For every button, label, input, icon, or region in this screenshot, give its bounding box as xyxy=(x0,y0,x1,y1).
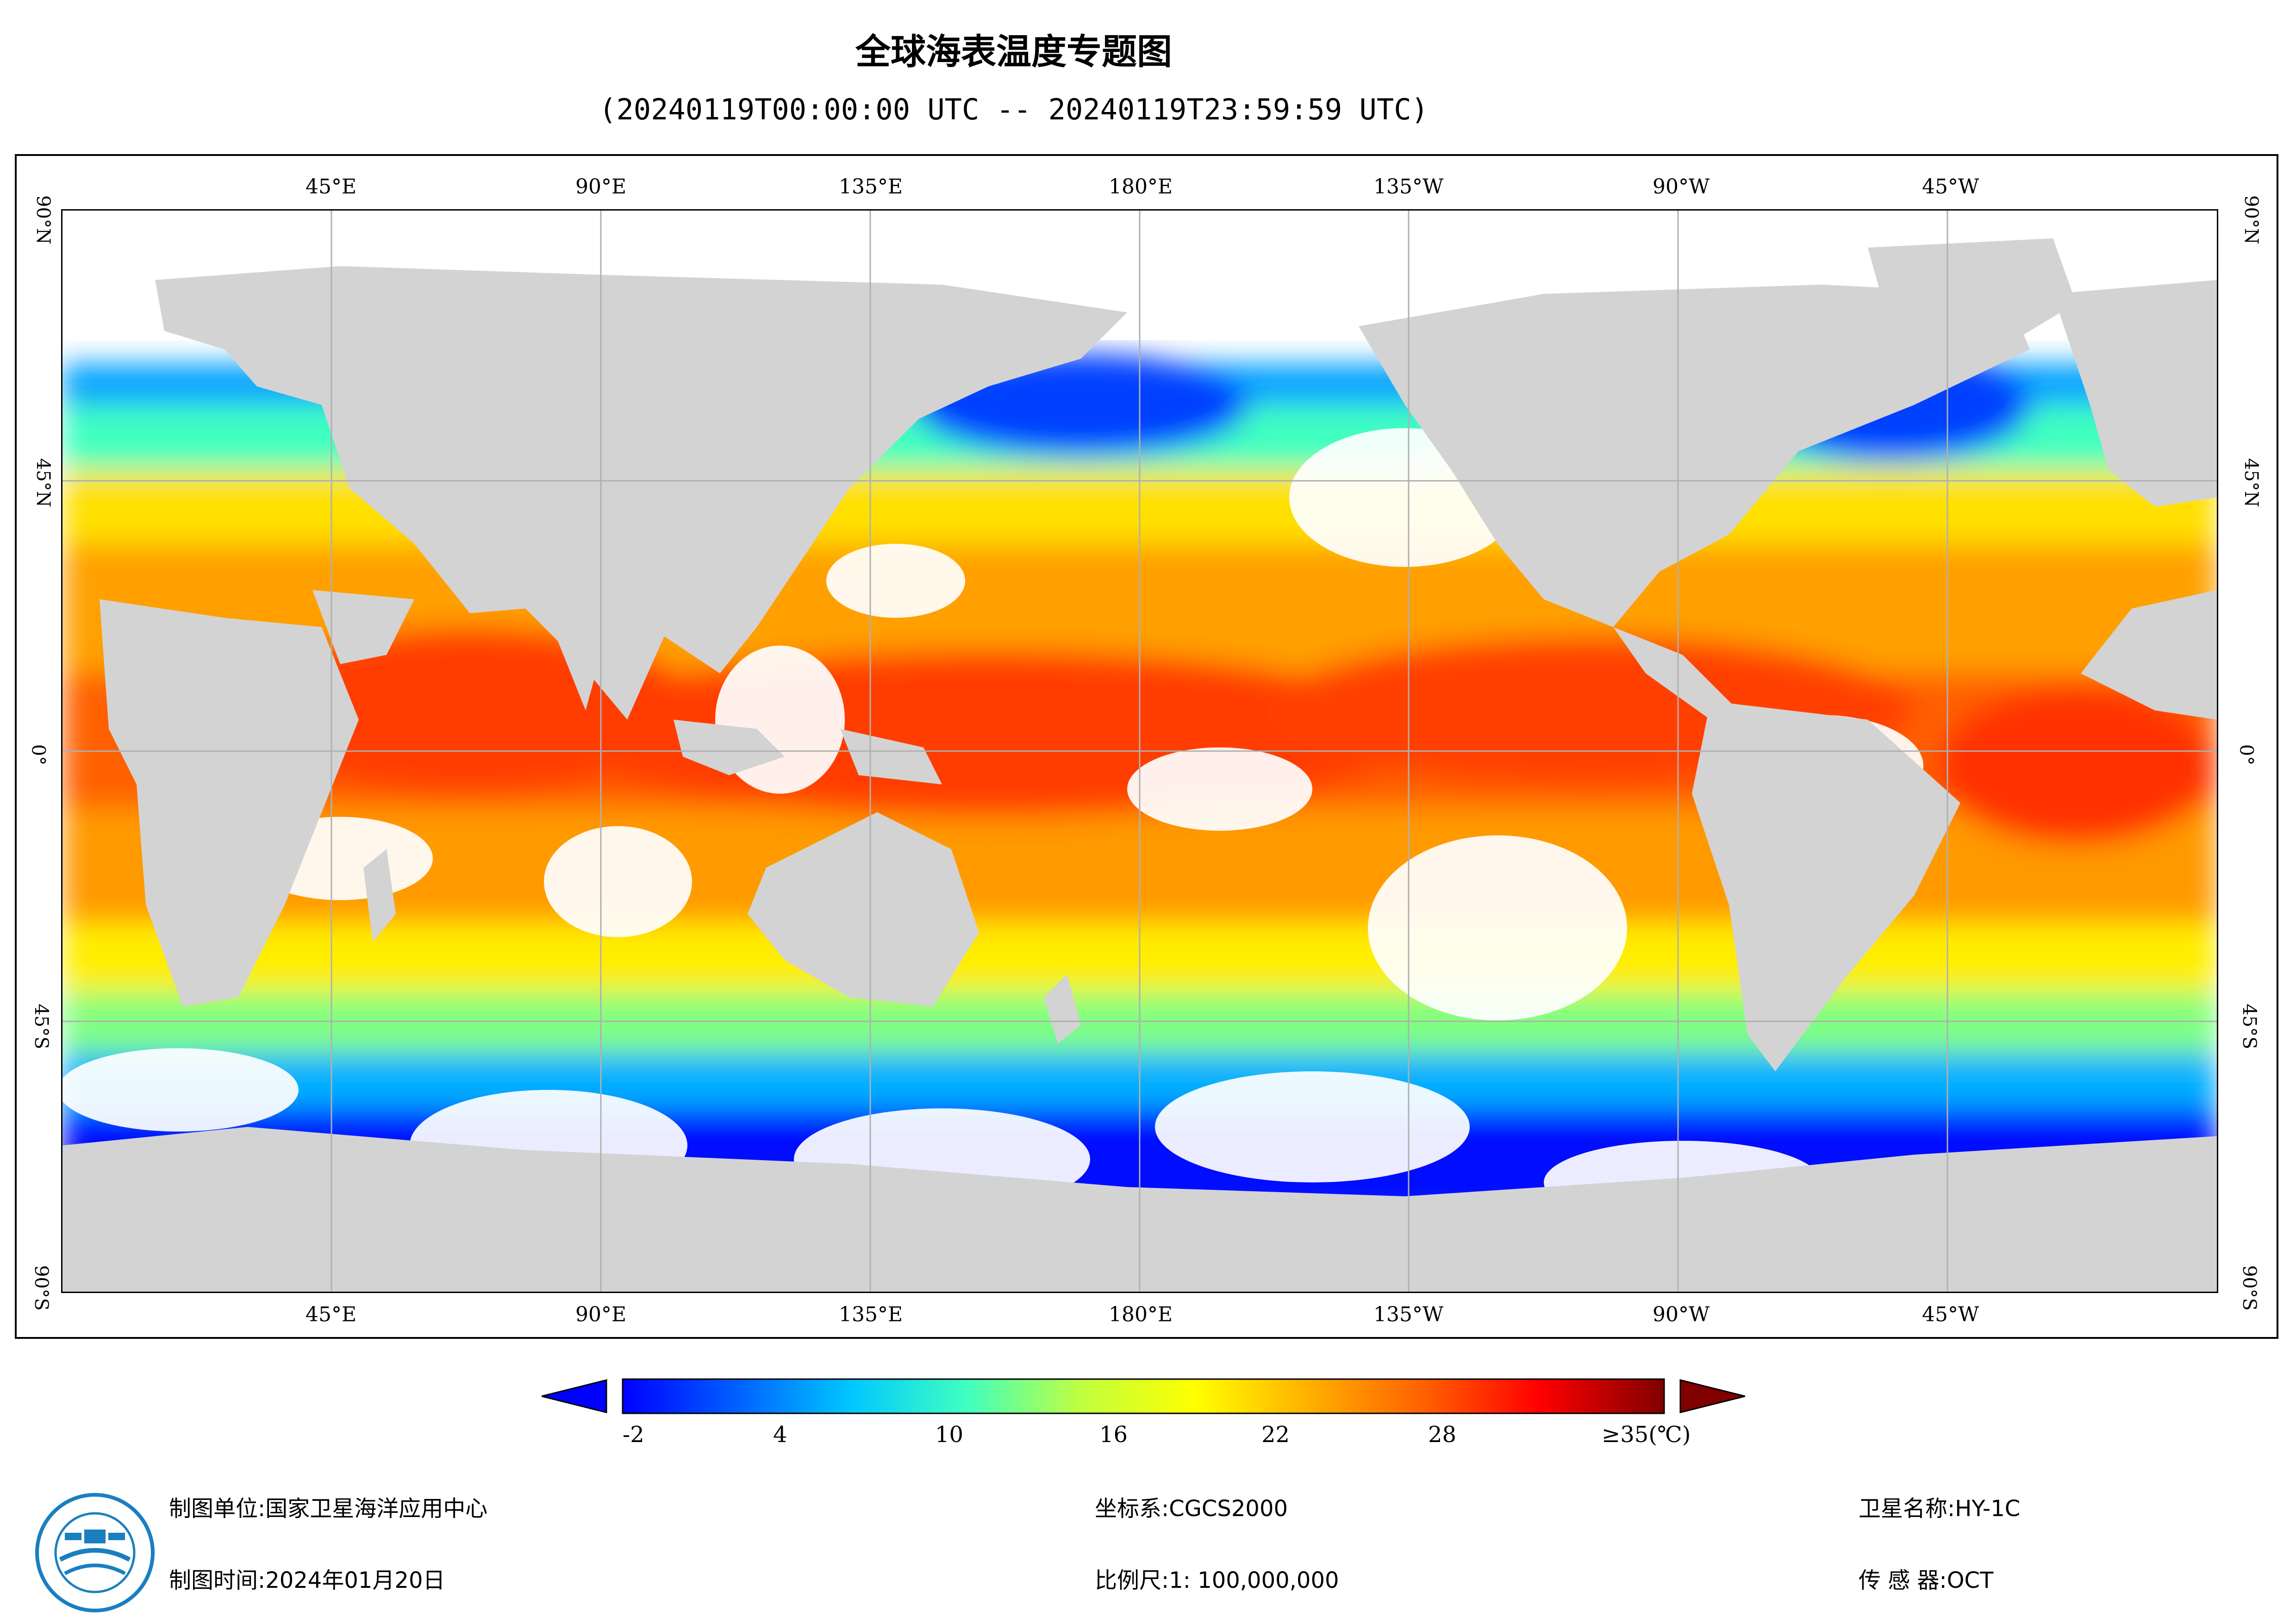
bottom-lon-label: 135°E xyxy=(839,1303,903,1326)
map-title: 全球海表温度专题图 xyxy=(855,31,1172,72)
footer-satellite: 卫星名称:HY-1C xyxy=(1859,1490,2020,1523)
footer-unit: 制图单位:国家卫星海洋应用中心 xyxy=(169,1490,487,1523)
colorbar-max-arrow xyxy=(1679,1379,1745,1413)
footer-crs-value: CGCS2000 xyxy=(1169,1496,1288,1522)
colorbar-tick: 22 xyxy=(1261,1422,1290,1448)
colorbar-tick: 4 xyxy=(773,1422,787,1448)
colorbar-tick: 28 xyxy=(1428,1422,1457,1448)
top-lon-label: 45°W xyxy=(1922,175,1979,199)
footer-scale-label: 比例尺: xyxy=(1095,1567,1169,1593)
bottom-lon-label: 180°E xyxy=(1109,1303,1173,1326)
colorbar-gradient xyxy=(622,1378,1665,1414)
top-lon-label: 90°E xyxy=(575,175,627,199)
footer-sensor-value: OCT xyxy=(1947,1567,1994,1593)
graticule xyxy=(62,211,2217,1292)
colorbar-tick: 16 xyxy=(1099,1422,1128,1448)
footer-time: 制图时间:2024年01月20日 xyxy=(169,1562,445,1594)
top-lon-label: 135°E xyxy=(839,175,903,199)
footer-time-value: 2024年01月20日 xyxy=(265,1567,445,1593)
top-lon-label: 90°W xyxy=(1653,175,1710,199)
bottom-lon-label: 90°E xyxy=(575,1303,627,1326)
nsoas-logo-icon xyxy=(35,1493,155,1612)
top-lon-label: 180°E xyxy=(1109,175,1173,199)
footer-satellite-label: 卫星名称: xyxy=(1859,1496,1955,1522)
footer-unit-value: 国家卫星海洋应用中心 xyxy=(265,1496,488,1522)
map-canvas xyxy=(62,211,2217,1292)
bottom-lon-label: 45°E xyxy=(306,1303,357,1326)
colorbar xyxy=(542,1378,1745,1414)
left-lat-label: 90°S xyxy=(31,1265,52,1311)
top-lon-label: 45°E xyxy=(306,175,357,199)
left-lat-label: 45°S xyxy=(31,1003,52,1050)
bottom-lon-label: 135°W xyxy=(1373,1303,1444,1326)
right-lat-label: 45°S xyxy=(2239,1003,2260,1050)
colorbar-tick: 10 xyxy=(935,1422,964,1448)
top-lon-label: 135°W xyxy=(1373,175,1444,199)
footer-sensor: 传 感 器:OCT xyxy=(1859,1562,1993,1594)
footer-crs: 坐标系:CGCS2000 xyxy=(1095,1490,1288,1523)
time-range-subtitle: (20240119T00:00:00 UTC -- 20240119T23:59… xyxy=(599,93,1429,126)
bottom-lon-label: 90°W xyxy=(1653,1303,1710,1326)
left-lat-label: 0° xyxy=(27,744,49,765)
left-lat-label: 45°N xyxy=(32,458,54,507)
footer-crs-label: 坐标系: xyxy=(1095,1496,1169,1522)
sst-map[interactable] xyxy=(61,209,2218,1293)
footer-scale: 比例尺:1: 100,000,000 xyxy=(1095,1562,1339,1594)
right-lat-label: 90°N xyxy=(2240,195,2262,244)
footer-time-label: 制图时间: xyxy=(169,1567,266,1593)
footer-scale-value: 1: 100,000,000 xyxy=(1169,1567,1339,1593)
right-lat-label: 45°N xyxy=(2240,458,2262,507)
footer-unit-label: 制图单位: xyxy=(169,1496,266,1522)
footer-satellite-value: HY-1C xyxy=(1955,1496,2021,1522)
left-lat-label: 90°N xyxy=(32,195,54,244)
colorbar-tick: -2 xyxy=(623,1422,644,1448)
footer-sensor-label: 传 感 器: xyxy=(1859,1567,1947,1593)
map-frame xyxy=(15,154,2278,1339)
colorbar-min-arrow xyxy=(542,1379,607,1413)
bottom-lon-label: 45°W xyxy=(1922,1303,1979,1326)
right-lat-label: 90°S xyxy=(2239,1265,2260,1311)
colorbar-max-label: ≥35(℃) xyxy=(1602,1422,1691,1448)
right-lat-label: 0° xyxy=(2235,744,2257,765)
